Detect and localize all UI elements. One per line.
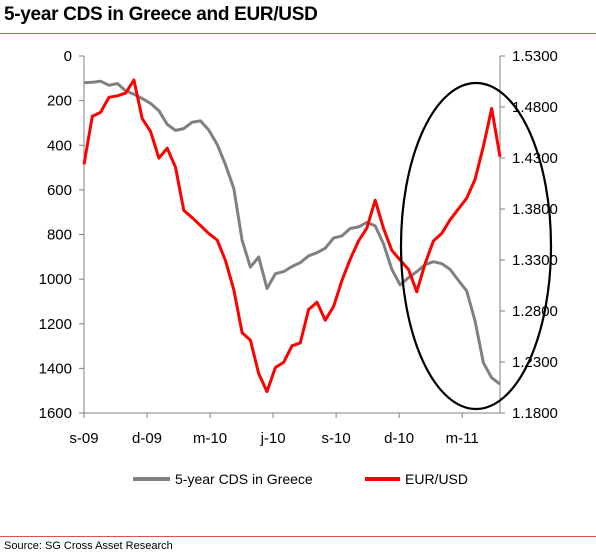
right-tick-label: 1.2800 [512,303,558,320]
source-note: Source: SG Cross Asset Research [4,540,173,552]
chart-canvas: 0 200 400 600 800 1000 1200 1400 1600 1.5300 1.480… [39,48,558,487]
left-tick-label: 400 [47,137,72,154]
legend: 5-year CDS in Greece EUR/USD [133,471,468,487]
source-divider [0,536,596,537]
x-tick-label: s-10 [322,430,351,447]
highlight-ellipse [399,81,553,411]
legend-item-eurusd-label: EUR/USD [405,471,468,487]
series-group [82,78,502,394]
left-tick-label: 1200 [39,316,72,333]
legend-item-cds-label: 5-year CDS in Greece [175,471,313,487]
left-tick-label: 0 [64,48,72,65]
right-tick-label: 1.3800 [512,201,558,218]
left-tick-label: 600 [47,182,72,199]
right-tick-label: 1.4300 [512,150,558,167]
right-tick-label: 1.5300 [512,48,558,65]
left-tick-label: 1600 [39,405,72,422]
right-tick-label: 1.1800 [512,405,558,422]
chart-title: 5-year CDS in Greece and EUR/USD [4,4,318,25]
left-tick-label: 1400 [39,360,72,377]
x-tick-label: s-09 [69,430,98,447]
left-tick-label: 200 [47,93,72,110]
x-tick-label: d-10 [384,430,414,447]
cds-greece-line [83,79,501,386]
left-tick-label: 1000 [39,271,72,288]
left-tick-label: 800 [47,227,72,244]
axes-group: 0 200 400 600 800 1000 1200 1400 1600 1.5300 1.480… [39,48,558,447]
eurusd-line [82,78,502,394]
right-tick-label: 1.2300 [512,354,558,371]
title-divider [0,33,596,34]
x-tick-label: j-10 [260,430,286,447]
right-tick-label: 1.4800 [512,99,558,116]
x-tick-label: m-11 [446,430,479,447]
x-tick-label: m-10 [193,430,227,447]
right-tick-label: 1.3300 [512,252,558,269]
x-tick-label: d-09 [132,430,162,447]
